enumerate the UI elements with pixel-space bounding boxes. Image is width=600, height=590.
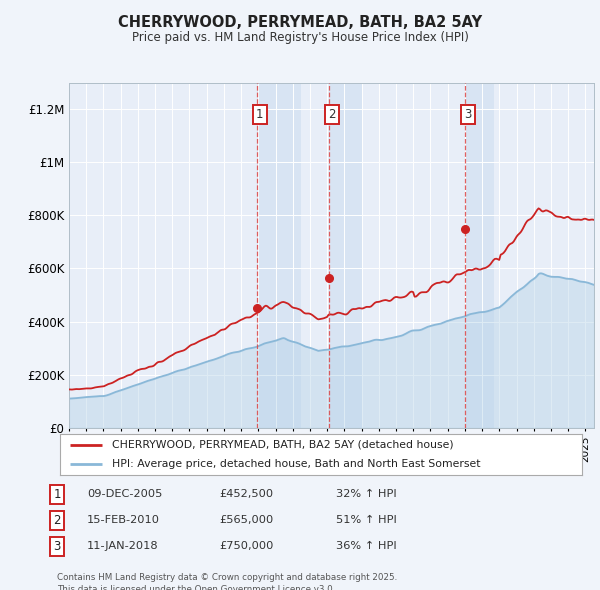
Text: CHERRYWOOD, PERRYMEAD, BATH, BA2 5AY (detached house): CHERRYWOOD, PERRYMEAD, BATH, BA2 5AY (de… bbox=[112, 440, 454, 450]
Bar bbox=[257, 83, 301, 428]
Text: 09-DEC-2005: 09-DEC-2005 bbox=[87, 490, 163, 499]
Text: 51% ↑ HPI: 51% ↑ HPI bbox=[336, 516, 397, 525]
Text: Contains HM Land Registry data © Crown copyright and database right 2025.
This d: Contains HM Land Registry data © Crown c… bbox=[57, 573, 397, 590]
Text: 3: 3 bbox=[53, 540, 61, 553]
Text: 2: 2 bbox=[328, 108, 335, 121]
Text: 36% ↑ HPI: 36% ↑ HPI bbox=[336, 542, 397, 551]
Text: CHERRYWOOD, PERRYMEAD, BATH, BA2 5AY: CHERRYWOOD, PERRYMEAD, BATH, BA2 5AY bbox=[118, 15, 482, 30]
Text: £565,000: £565,000 bbox=[219, 516, 273, 525]
Text: £452,500: £452,500 bbox=[219, 490, 273, 499]
Text: 2: 2 bbox=[53, 514, 61, 527]
Bar bbox=[329, 83, 362, 428]
Text: Price paid vs. HM Land Registry's House Price Index (HPI): Price paid vs. HM Land Registry's House … bbox=[131, 31, 469, 44]
Text: 11-JAN-2018: 11-JAN-2018 bbox=[87, 542, 158, 551]
Text: 32% ↑ HPI: 32% ↑ HPI bbox=[336, 490, 397, 499]
Text: 1: 1 bbox=[256, 108, 263, 121]
Bar bbox=[466, 83, 494, 428]
Text: HPI: Average price, detached house, Bath and North East Somerset: HPI: Average price, detached house, Bath… bbox=[112, 459, 481, 469]
Text: £750,000: £750,000 bbox=[219, 542, 274, 551]
Text: 3: 3 bbox=[464, 108, 472, 121]
Text: 15-FEB-2010: 15-FEB-2010 bbox=[87, 516, 160, 525]
Text: 1: 1 bbox=[53, 488, 61, 501]
